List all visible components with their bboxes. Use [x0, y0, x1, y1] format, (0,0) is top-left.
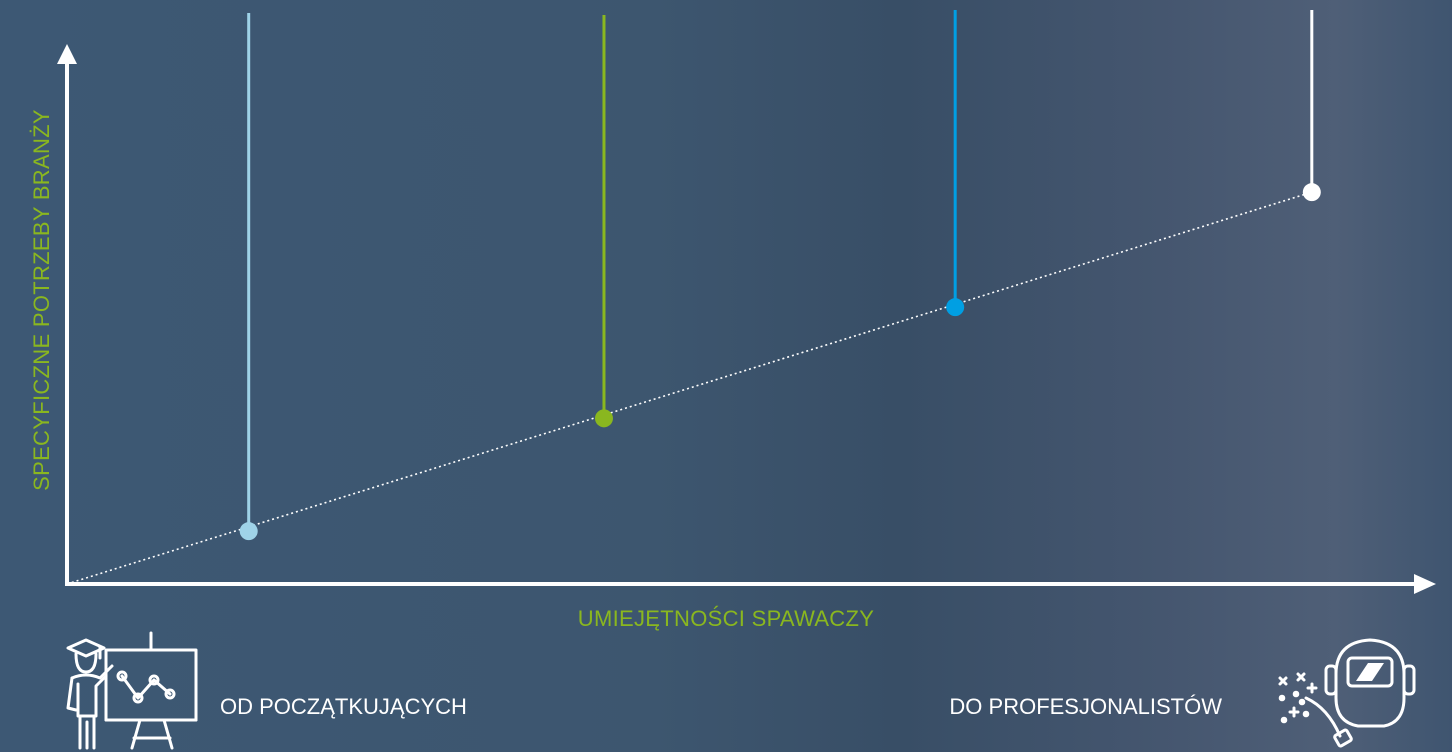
level-points — [239, 183, 1321, 541]
level-stems — [247, 10, 1314, 532]
y-axis — [57, 44, 77, 586]
level-point-1 — [239, 522, 258, 541]
caption-beginners: OD POCZĄTKUJĄCYCH — [220, 694, 467, 719]
level-point-4 — [1302, 183, 1321, 202]
x-axis-arrowhead — [1414, 574, 1436, 594]
x-axis — [67, 574, 1436, 594]
teacher-at-board-icon — [66, 631, 198, 750]
y-axis-arrowhead — [57, 44, 77, 64]
level-point-2 — [594, 409, 613, 428]
x-axis-label: UMIEJĘTNOŚCI SPAWACZY — [577, 606, 875, 631]
level-point-3 — [946, 298, 965, 317]
caption-professionals: DO PROFESJONALISTÓW — [949, 694, 1222, 719]
y-axis-label: SPECYFICZNE POTRZEBY BRANŻY — [29, 109, 54, 491]
welding-helmet-icon — [1278, 638, 1416, 748]
